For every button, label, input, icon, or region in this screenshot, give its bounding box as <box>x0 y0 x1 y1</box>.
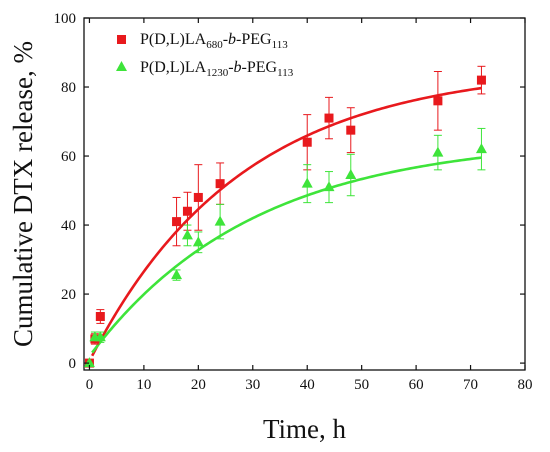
data-point-square <box>182 206 192 216</box>
data-point-square <box>172 217 182 227</box>
legend-text-part: - <box>223 31 228 48</box>
data-markers <box>83 75 487 368</box>
data-point-triangle <box>192 236 204 247</box>
error-bars <box>85 65 486 366</box>
data-point-triangle <box>171 269 183 280</box>
data-point-square <box>476 75 486 85</box>
x-tick-label: 60 <box>409 377 424 393</box>
data-point-triangle <box>475 143 487 154</box>
data-point-square <box>302 137 312 147</box>
x-axis-title: Time, h <box>263 414 347 444</box>
data-point-triangle <box>301 177 313 188</box>
data-point-triangle <box>214 215 226 226</box>
legend-text-part: -PEG <box>242 59 278 76</box>
legend-marker-triangle <box>116 61 127 71</box>
legend-text-part: 113 <box>272 39 289 51</box>
x-tick-label: 40 <box>300 377 315 393</box>
y-tick-label: 80 <box>61 80 76 96</box>
data-point-square <box>193 192 203 202</box>
x-tick-label: 20 <box>191 377 206 393</box>
axis-ticks: 0 10 20 30 40 50 60 70 80 0 20 40 60 80 100 <box>54 11 533 393</box>
data-point-square <box>95 312 105 322</box>
data-point-triangle <box>345 169 357 180</box>
legend-text-part: - <box>228 59 233 76</box>
fit-curve-1 <box>91 86 482 357</box>
x-tick-label: 80 <box>518 377 533 393</box>
x-tick-label: 30 <box>245 377 260 393</box>
data-point-square <box>215 179 225 189</box>
y-tick-label: 100 <box>54 11 77 27</box>
data-point-square <box>433 96 443 106</box>
y-axis-title: Cumulative DTX release, % <box>8 41 38 347</box>
fit-curve-2 <box>91 156 482 354</box>
legend-text-part: b <box>228 31 236 48</box>
data-point-triangle <box>83 357 95 368</box>
legend-text-part: 680 <box>206 39 223 51</box>
data-point-square <box>346 125 356 135</box>
legend: P(D,L)LA680-b-PEG113P(D,L)LA1230-b-PEG11… <box>116 31 294 79</box>
plot-area <box>83 17 526 371</box>
legend-text-part: P(D,L)LA <box>140 31 207 48</box>
data-point-triangle <box>181 229 193 240</box>
plot-frame <box>83 17 526 371</box>
legend-label-1: P(D,L)LA680-b-PEG113 <box>140 31 288 51</box>
y-tick-label: 20 <box>61 287 76 303</box>
legend-text-part: b <box>234 59 242 76</box>
data-point-triangle <box>432 146 444 157</box>
x-tick-label: 70 <box>463 377 478 393</box>
legend-text-part: 113 <box>277 67 294 79</box>
x-tick-label: 50 <box>354 377 369 393</box>
legend-marker-square <box>117 35 126 44</box>
legend-text-part: 1230 <box>206 67 229 79</box>
y-tick-label: 0 <box>69 356 77 372</box>
legend-label-2: P(D,L)LA1230-b-PEG113 <box>140 59 294 79</box>
fit-curves <box>91 86 482 357</box>
data-point-triangle <box>94 331 106 342</box>
x-tick-label: 10 <box>136 377 151 393</box>
data-point-square <box>324 113 334 123</box>
y-tick-label: 40 <box>61 218 76 234</box>
x-tick-label: 0 <box>86 377 94 393</box>
legend-text-part: P(D,L)LA <box>140 59 207 76</box>
legend-text-part: -PEG <box>236 31 272 48</box>
data-point-triangle <box>323 181 335 192</box>
y-tick-label: 60 <box>61 149 76 165</box>
